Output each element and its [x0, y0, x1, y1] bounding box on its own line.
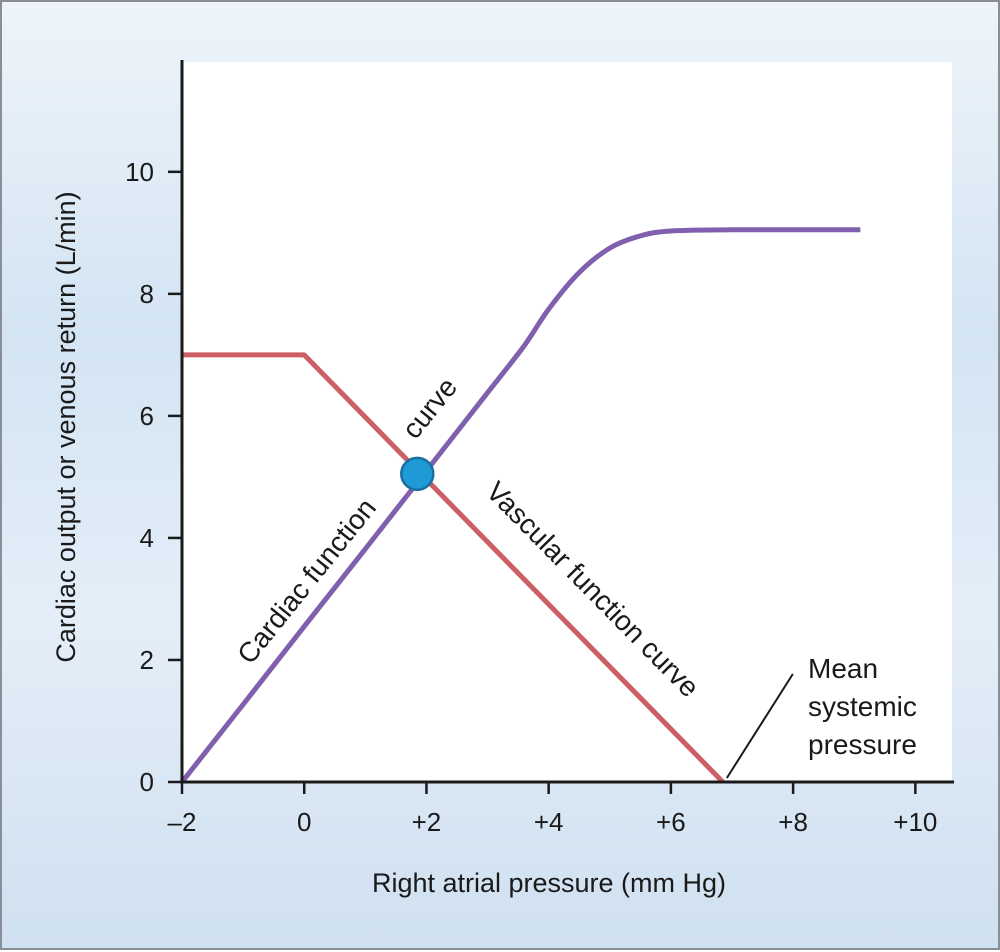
x-tick-label: +2 — [412, 807, 442, 837]
x-axis-title: Right atrial pressure (mm Hg) — [372, 868, 726, 898]
x-tick-label: –2 — [168, 807, 197, 837]
curves — [180, 227, 861, 784]
y-tick-label: 0 — [140, 767, 154, 797]
x-tick-label: +8 — [778, 807, 808, 837]
x-tick-label: +4 — [534, 807, 564, 837]
cardiac-function-curve — [180, 227, 861, 784]
x-axis-ticks: –2 0 +2 +4 +6 +8 +10 — [168, 782, 937, 837]
annotation-line-3: pressure — [808, 729, 917, 760]
y-tick-label: 10 — [125, 157, 154, 187]
y-tick-label: 4 — [140, 523, 154, 553]
y-tick-label: 2 — [140, 645, 154, 675]
plot-area — [182, 62, 952, 782]
annotation-line-2: systemic — [808, 691, 917, 722]
mean-systemic-pressure-annotation: Mean systemic pressure — [725, 653, 917, 779]
y-tick-label: 8 — [140, 279, 154, 309]
x-tick-label: +10 — [893, 807, 937, 837]
annotation-line-1: Mean — [808, 653, 878, 684]
y-axis-ticks: 0 2 4 6 8 10 — [125, 157, 182, 797]
x-tick-label: +6 — [656, 807, 686, 837]
y-axis-title: Cardiac output or venous return (L/min) — [51, 191, 81, 662]
y-tick-label: 6 — [140, 401, 154, 431]
x-tick-label: 0 — [297, 807, 311, 837]
annotation-leader-line — [725, 673, 794, 779]
equilibrium-point — [400, 456, 435, 492]
vascular-function-curve — [182, 352, 725, 784]
